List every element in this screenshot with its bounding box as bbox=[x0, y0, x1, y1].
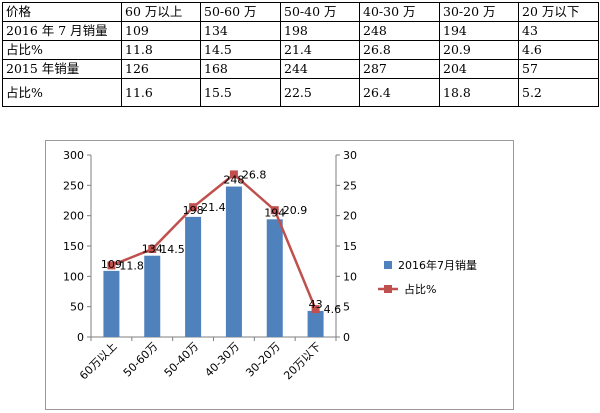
table-cell: 18.8 bbox=[439, 78, 519, 107]
bar-data-label: 109 bbox=[101, 258, 122, 271]
y-tick-label-right: 20 bbox=[343, 210, 357, 223]
y-tick-label-left: 150 bbox=[63, 240, 84, 253]
table-row: 占比% 11.8 14.5 21.4 26.8 20.9 4.6 bbox=[2, 40, 599, 60]
y-tick-label-right: 0 bbox=[343, 331, 350, 344]
table-cell: 14.5 bbox=[200, 40, 281, 60]
table-cell: 20.9 bbox=[439, 40, 519, 60]
table-row: 2015 年销量 126 168 244 287 204 57 bbox=[2, 59, 599, 79]
table-cell: 134 bbox=[200, 21, 281, 41]
table-header-cell: 20 万以下 bbox=[518, 2, 599, 22]
y-tick-label-right: 5 bbox=[343, 301, 350, 314]
line-data-label: 14.5 bbox=[160, 243, 185, 256]
line-marker bbox=[107, 261, 116, 270]
y-tick-label-right: 10 bbox=[343, 270, 357, 283]
bar-data-label: 134 bbox=[142, 243, 163, 256]
table-cell: 占比% bbox=[2, 78, 122, 107]
bar bbox=[225, 186, 242, 337]
table-cell: 2016 年 7 月销量 bbox=[2, 21, 122, 41]
line-data-label: 21.4 bbox=[201, 201, 226, 214]
x-tick-label: 30-20万 bbox=[243, 340, 283, 380]
table-header-cell: 60 万以上 bbox=[121, 2, 201, 22]
table-header-cell: 40-30 万 bbox=[359, 2, 440, 22]
bar-data-label: 43 bbox=[309, 298, 323, 311]
line-marker bbox=[270, 206, 279, 215]
bar-data-label: 198 bbox=[183, 204, 204, 217]
line-data-label: 26.8 bbox=[242, 168, 267, 181]
table-header-cell: 价格 bbox=[2, 2, 122, 22]
table-cell: 43 bbox=[518, 21, 599, 41]
bar-data-label: 248 bbox=[223, 174, 244, 187]
table-cell: 109 bbox=[121, 21, 201, 41]
y-tick-label-right: 15 bbox=[343, 240, 357, 253]
table-cell: 11.8 bbox=[121, 40, 201, 60]
bar bbox=[185, 216, 202, 337]
sales-table: 价格 60 万以上 50-60 万 50-40 万 40-30 万 30-20 … bbox=[2, 2, 599, 107]
table-cell: 204 bbox=[439, 59, 519, 79]
table-header-cell: 50-40 万 bbox=[280, 2, 360, 22]
y-tick-label-left: 0 bbox=[77, 331, 84, 344]
legend-marker-swatch bbox=[384, 285, 392, 293]
y-tick-label-left: 100 bbox=[63, 270, 84, 283]
table-cell: 22.5 bbox=[280, 78, 360, 107]
table-cell: 26.4 bbox=[359, 78, 440, 107]
x-tick-label: 60万以上 bbox=[77, 340, 119, 382]
table-header-row: 价格 60 万以上 50-60 万 50-40 万 40-30 万 30-20 … bbox=[2, 2, 599, 22]
y-tick-label-left: 250 bbox=[63, 179, 84, 192]
table-cell: 248 bbox=[359, 21, 440, 41]
table-cell: 5.2 bbox=[518, 78, 599, 107]
x-tick-label: 50-60万 bbox=[121, 340, 161, 380]
line-marker bbox=[311, 305, 320, 314]
table-cell: 15.5 bbox=[200, 78, 281, 107]
x-tick-label: 20万以下 bbox=[281, 340, 323, 382]
line-marker bbox=[148, 245, 157, 254]
table-cell: 2015 年销量 bbox=[2, 59, 122, 79]
table-cell: 168 bbox=[200, 59, 281, 79]
table-cell: 198 bbox=[280, 21, 360, 41]
y-tick-label-left: 200 bbox=[63, 210, 84, 223]
x-tick-label: 40-30万 bbox=[202, 340, 242, 380]
bar-data-label: 194 bbox=[264, 206, 285, 219]
x-tick-label: 50-40万 bbox=[162, 340, 202, 380]
line-data-label: 11.8 bbox=[119, 259, 143, 272]
table-cell: 26.8 bbox=[359, 40, 440, 60]
chart-frame: 0 50 100 150 200 250 300 0 5 10 15 20 25 30 109 134 198 2… bbox=[45, 140, 514, 410]
bar bbox=[307, 310, 324, 337]
table-cell: 21.4 bbox=[280, 40, 360, 60]
table-cell: 4.6 bbox=[518, 40, 599, 60]
y-tick-label-right: 25 bbox=[343, 179, 357, 192]
y-tick-label-right: 30 bbox=[343, 149, 357, 162]
table-cell: 占比% bbox=[2, 40, 122, 60]
bar bbox=[103, 270, 120, 337]
table-header-cell: 30-20 万 bbox=[439, 2, 519, 22]
bar bbox=[266, 219, 283, 337]
line-data-label: 4.6 bbox=[324, 303, 342, 316]
line-data-label: 20.9 bbox=[283, 204, 308, 217]
table-cell: 57 bbox=[518, 59, 599, 79]
line-series bbox=[110, 172, 317, 310]
table-row: 占比% 11.6 15.5 22.5 26.4 18.8 5.2 bbox=[2, 78, 599, 107]
table-cell: 11.6 bbox=[121, 78, 201, 107]
table-cell: 126 bbox=[121, 59, 201, 79]
table-row: 2016 年 7 月销量 109 134 198 248 194 43 bbox=[2, 21, 599, 41]
table-cell: 244 bbox=[280, 59, 360, 79]
legend-label-line: 占比% bbox=[404, 282, 436, 296]
table-cell: 287 bbox=[359, 59, 440, 79]
line-marker bbox=[189, 203, 198, 212]
table-cell: 194 bbox=[439, 21, 519, 41]
y-tick-label-left: 50 bbox=[70, 301, 84, 314]
table-header-cell: 50-60 万 bbox=[200, 2, 281, 22]
legend-label-bars: 2016年7月销量 bbox=[398, 258, 477, 272]
y-tick-label-left: 300 bbox=[63, 149, 84, 162]
line-marker bbox=[229, 170, 238, 179]
combo-chart: 0501001502002503000510152025301091341982… bbox=[63, 149, 477, 382]
legend-swatch-bars bbox=[384, 261, 392, 269]
bar bbox=[144, 255, 161, 337]
